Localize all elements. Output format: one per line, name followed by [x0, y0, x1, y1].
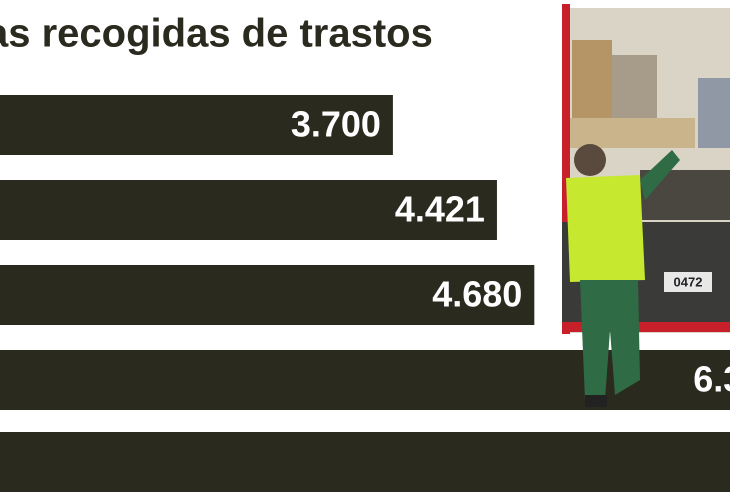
bar — [0, 180, 497, 240]
junk — [572, 40, 612, 120]
bar — [0, 432, 730, 492]
worker-legs — [580, 280, 640, 400]
board — [570, 118, 695, 148]
junk — [612, 55, 657, 130]
bar — [0, 265, 535, 325]
worker-vest — [566, 175, 645, 282]
bar — [0, 350, 730, 410]
value-label: 4.680 — [432, 274, 522, 315]
truck-frame — [562, 4, 570, 334]
value-label: 4.421 — [395, 189, 485, 230]
worker-head — [574, 144, 606, 176]
bars — [0, 95, 730, 492]
labels: 3.700 4.421 4.680 6.35 — [291, 104, 730, 400]
plate-text: 0472 — [674, 274, 703, 289]
bar — [0, 95, 393, 155]
value-label: 3.700 — [291, 104, 381, 145]
worker-arm — [640, 150, 680, 200]
chart-title: as recogidas de trastos — [0, 12, 433, 56]
truck-bumper — [562, 322, 730, 332]
junk — [698, 78, 730, 148]
worker-boot — [585, 395, 607, 407]
plate — [664, 272, 712, 292]
photo: 0472 — [562, 4, 730, 407]
value-label: 6.35 — [693, 359, 730, 400]
